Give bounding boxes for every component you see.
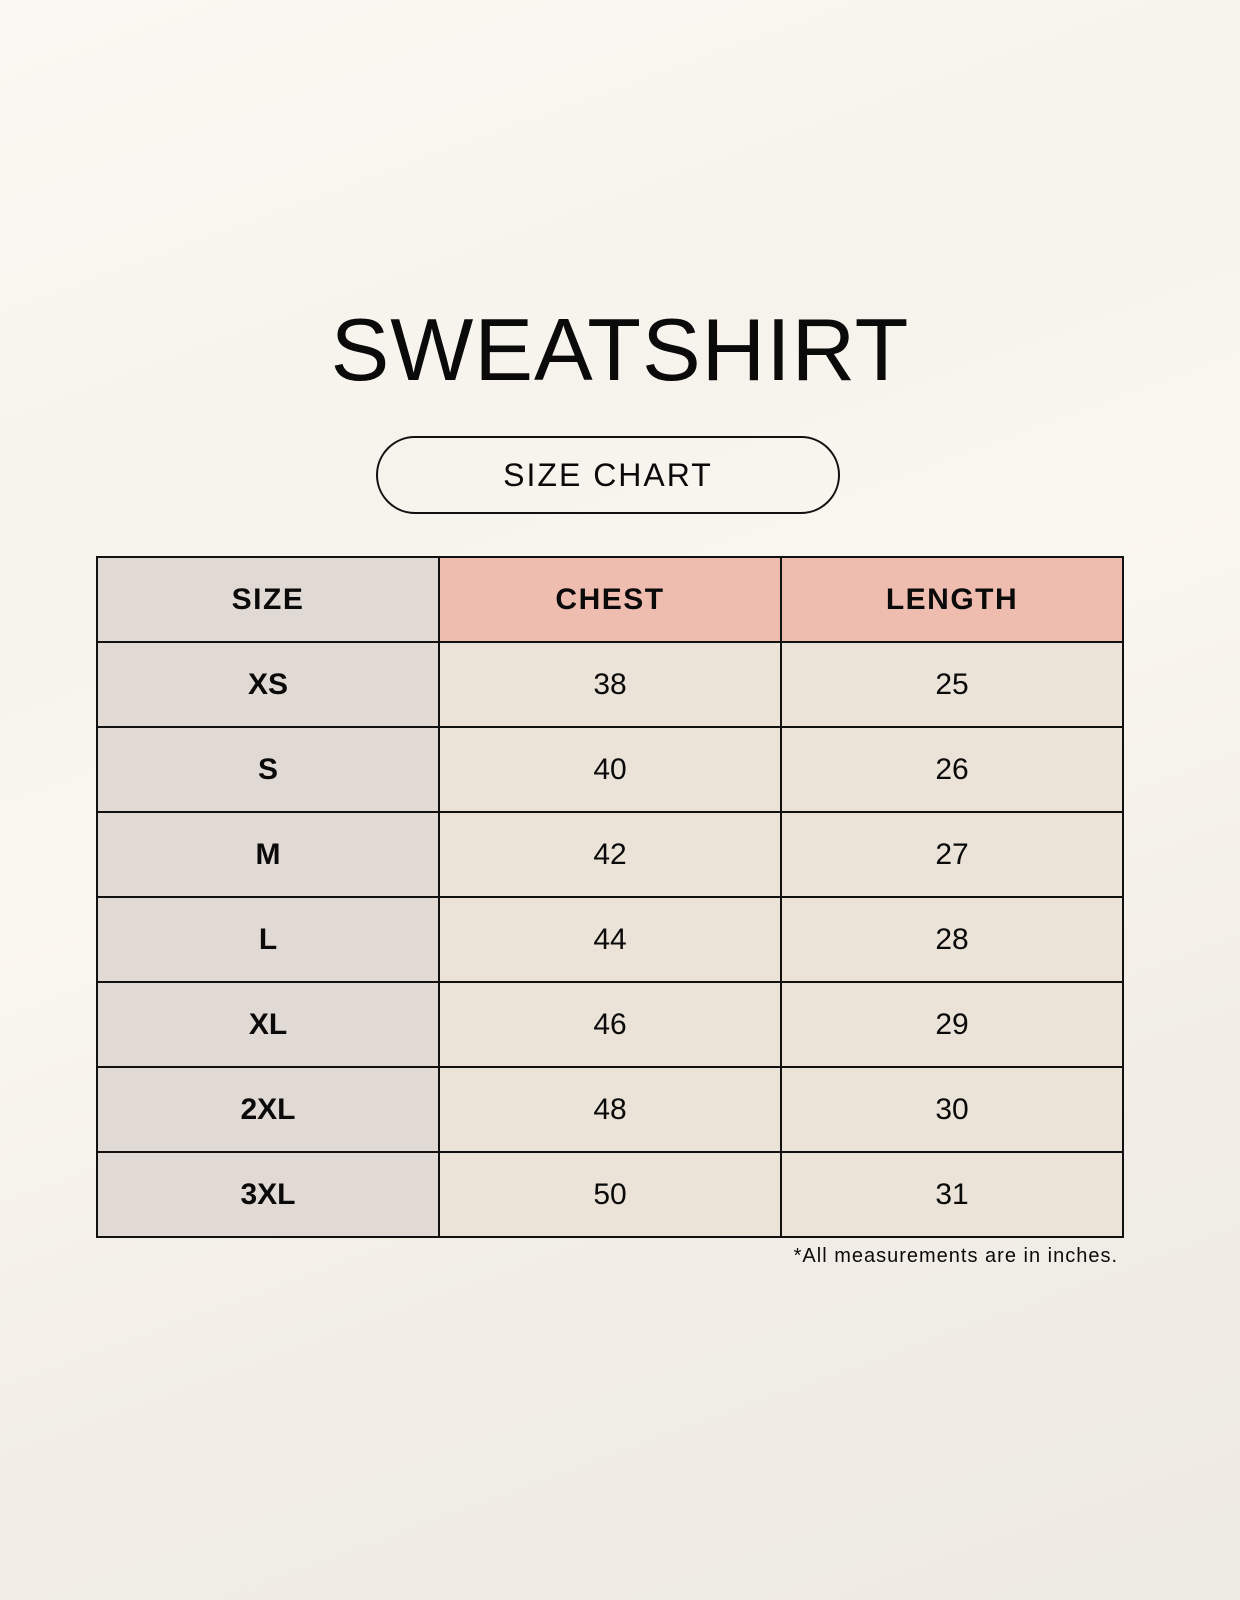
cell-length: 26 [780, 726, 1124, 813]
cell-length: 30 [780, 1066, 1124, 1153]
cell-size: L [96, 896, 440, 983]
table-row: S 40 26 [96, 726, 1124, 813]
cell-size: XS [96, 641, 440, 728]
cell-size: 2XL [96, 1066, 440, 1153]
cell-length: 27 [780, 811, 1124, 898]
cell-chest: 50 [438, 1151, 782, 1238]
cell-length: 25 [780, 641, 1124, 728]
table-header-row: SIZE CHEST LENGTH [96, 556, 1124, 643]
cell-chest: 38 [438, 641, 782, 728]
page-title: SWEATSHIRT [330, 300, 910, 399]
cell-chest: 44 [438, 896, 782, 983]
cell-chest: 46 [438, 981, 782, 1068]
cell-chest: 42 [438, 811, 782, 898]
size-table: SIZE CHEST LENGTH XS 38 25 S 40 26 M 42 27 L 44 28 X… [96, 556, 1124, 1238]
header-size: SIZE [96, 556, 440, 643]
table-row: M 42 27 [96, 811, 1124, 898]
cell-length: 29 [780, 981, 1124, 1068]
header-length: LENGTH [780, 556, 1124, 643]
cell-chest: 40 [438, 726, 782, 813]
table-row: XS 38 25 [96, 641, 1124, 728]
cell-length: 31 [780, 1151, 1124, 1238]
cell-size: M [96, 811, 440, 898]
footnote: *All measurements are in inches. [793, 1245, 1118, 1267]
cell-chest: 48 [438, 1066, 782, 1153]
cell-length: 28 [780, 896, 1124, 983]
table-row: 3XL 50 31 [96, 1151, 1124, 1238]
table-row: XL 46 29 [96, 981, 1124, 1068]
table-row: 2XL 48 30 [96, 1066, 1124, 1153]
cell-size: XL [96, 981, 440, 1068]
cell-size: 3XL [96, 1151, 440, 1238]
header-chest: CHEST [438, 556, 782, 643]
table-row: L 44 28 [96, 896, 1124, 983]
cell-size: S [96, 726, 440, 813]
size-chart-badge: SIZE CHART [376, 436, 840, 514]
